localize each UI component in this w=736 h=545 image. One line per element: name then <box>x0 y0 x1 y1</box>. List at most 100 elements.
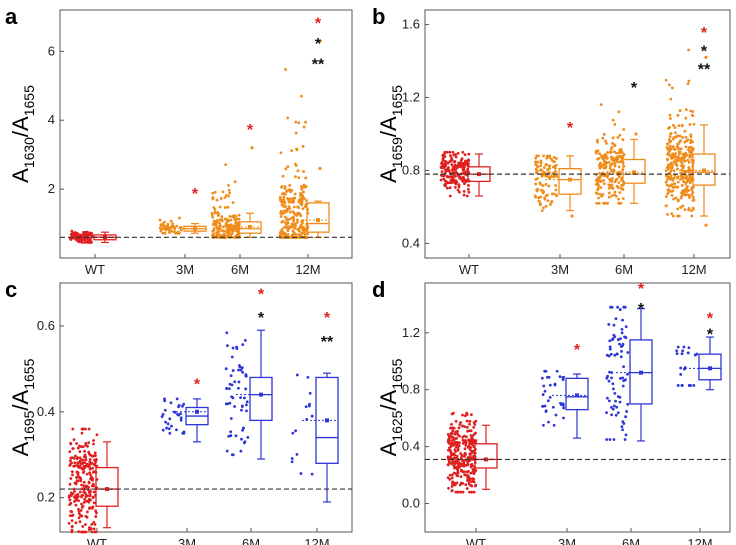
data-point <box>466 187 470 191</box>
data-point <box>181 404 184 408</box>
data-point <box>562 406 566 410</box>
data-point <box>87 427 91 431</box>
data-point <box>171 222 174 226</box>
data-point <box>79 238 83 242</box>
data-point <box>602 182 606 186</box>
data-point <box>664 195 668 198</box>
y-axis-label: A1625/A1655 <box>376 358 405 456</box>
scatter-group-WT <box>67 427 99 534</box>
data-point <box>93 522 97 526</box>
data-point <box>607 161 611 164</box>
data-point <box>454 186 457 189</box>
data-point <box>613 353 617 357</box>
data-point <box>468 490 471 494</box>
scatter-group-WT <box>446 411 478 494</box>
data-point <box>547 375 551 379</box>
data-point <box>158 218 162 222</box>
y-axis-label-sub1: 1659 <box>389 137 405 168</box>
data-point <box>671 152 675 156</box>
data-point <box>288 188 292 192</box>
mean-marker <box>325 418 329 423</box>
data-point <box>544 194 548 197</box>
data-point <box>542 423 545 427</box>
data-point <box>462 462 466 466</box>
data-point <box>539 195 543 199</box>
data-point <box>677 152 681 156</box>
data-point <box>534 182 538 186</box>
data-point <box>463 454 466 458</box>
data-point <box>229 434 233 437</box>
scatter-group-12M <box>290 373 314 476</box>
data-point <box>447 439 451 442</box>
y-axis-label-sub2: 1655 <box>389 358 405 389</box>
data-point <box>616 395 620 399</box>
scatter-group-WT <box>439 150 471 198</box>
data-point <box>84 427 87 431</box>
data-point <box>671 189 675 193</box>
data-point <box>534 163 538 166</box>
data-point <box>89 473 93 477</box>
data-point <box>70 510 74 514</box>
data-point <box>457 185 461 189</box>
data-point <box>459 468 463 472</box>
data-point <box>291 229 295 233</box>
data-point <box>301 190 305 194</box>
data-point <box>619 337 622 341</box>
data-point <box>92 439 96 442</box>
box-plot-3M <box>170 222 207 234</box>
data-point <box>596 188 600 192</box>
data-point <box>616 305 620 309</box>
data-point <box>621 318 624 322</box>
data-point <box>88 471 91 475</box>
data-point <box>470 456 474 460</box>
data-point <box>450 422 453 426</box>
data-point <box>293 196 297 200</box>
data-point <box>689 133 693 137</box>
data-point <box>670 212 674 216</box>
data-point <box>670 156 673 160</box>
data-point <box>617 197 620 201</box>
data-point <box>684 135 688 139</box>
data-point <box>230 232 234 236</box>
data-point <box>457 174 461 177</box>
data-point <box>80 502 83 506</box>
data-point <box>213 222 217 226</box>
data-point <box>461 175 465 179</box>
data-point <box>447 486 450 490</box>
data-point <box>224 235 228 239</box>
data-point <box>534 178 538 181</box>
data-point <box>682 345 686 349</box>
data-point <box>240 405 244 408</box>
data-point <box>219 224 222 228</box>
data-point <box>228 191 232 195</box>
data-point <box>295 220 299 224</box>
data-point <box>458 441 461 445</box>
data-point <box>671 214 675 218</box>
data-point <box>614 413 618 417</box>
data-point <box>470 464 474 468</box>
y-tick-label: 0.4 <box>402 235 420 250</box>
scatter-group-6M <box>605 305 630 441</box>
data-point <box>89 239 93 243</box>
data-point <box>466 184 470 187</box>
data-point <box>605 438 609 441</box>
data-point <box>454 450 457 453</box>
data-point <box>669 147 672 151</box>
data-point <box>310 472 314 476</box>
data-point <box>90 454 94 458</box>
data-point <box>689 384 692 387</box>
data-point <box>240 366 244 370</box>
significance-marker: ** <box>321 334 334 351</box>
data-point <box>614 317 618 321</box>
data-point <box>70 456 74 459</box>
data-point <box>690 187 693 190</box>
data-point <box>67 522 71 525</box>
data-point <box>555 175 559 178</box>
data-point <box>83 523 87 526</box>
data-point <box>466 463 470 467</box>
data-point <box>284 167 288 171</box>
data-point <box>605 396 609 400</box>
data-point <box>168 431 172 435</box>
